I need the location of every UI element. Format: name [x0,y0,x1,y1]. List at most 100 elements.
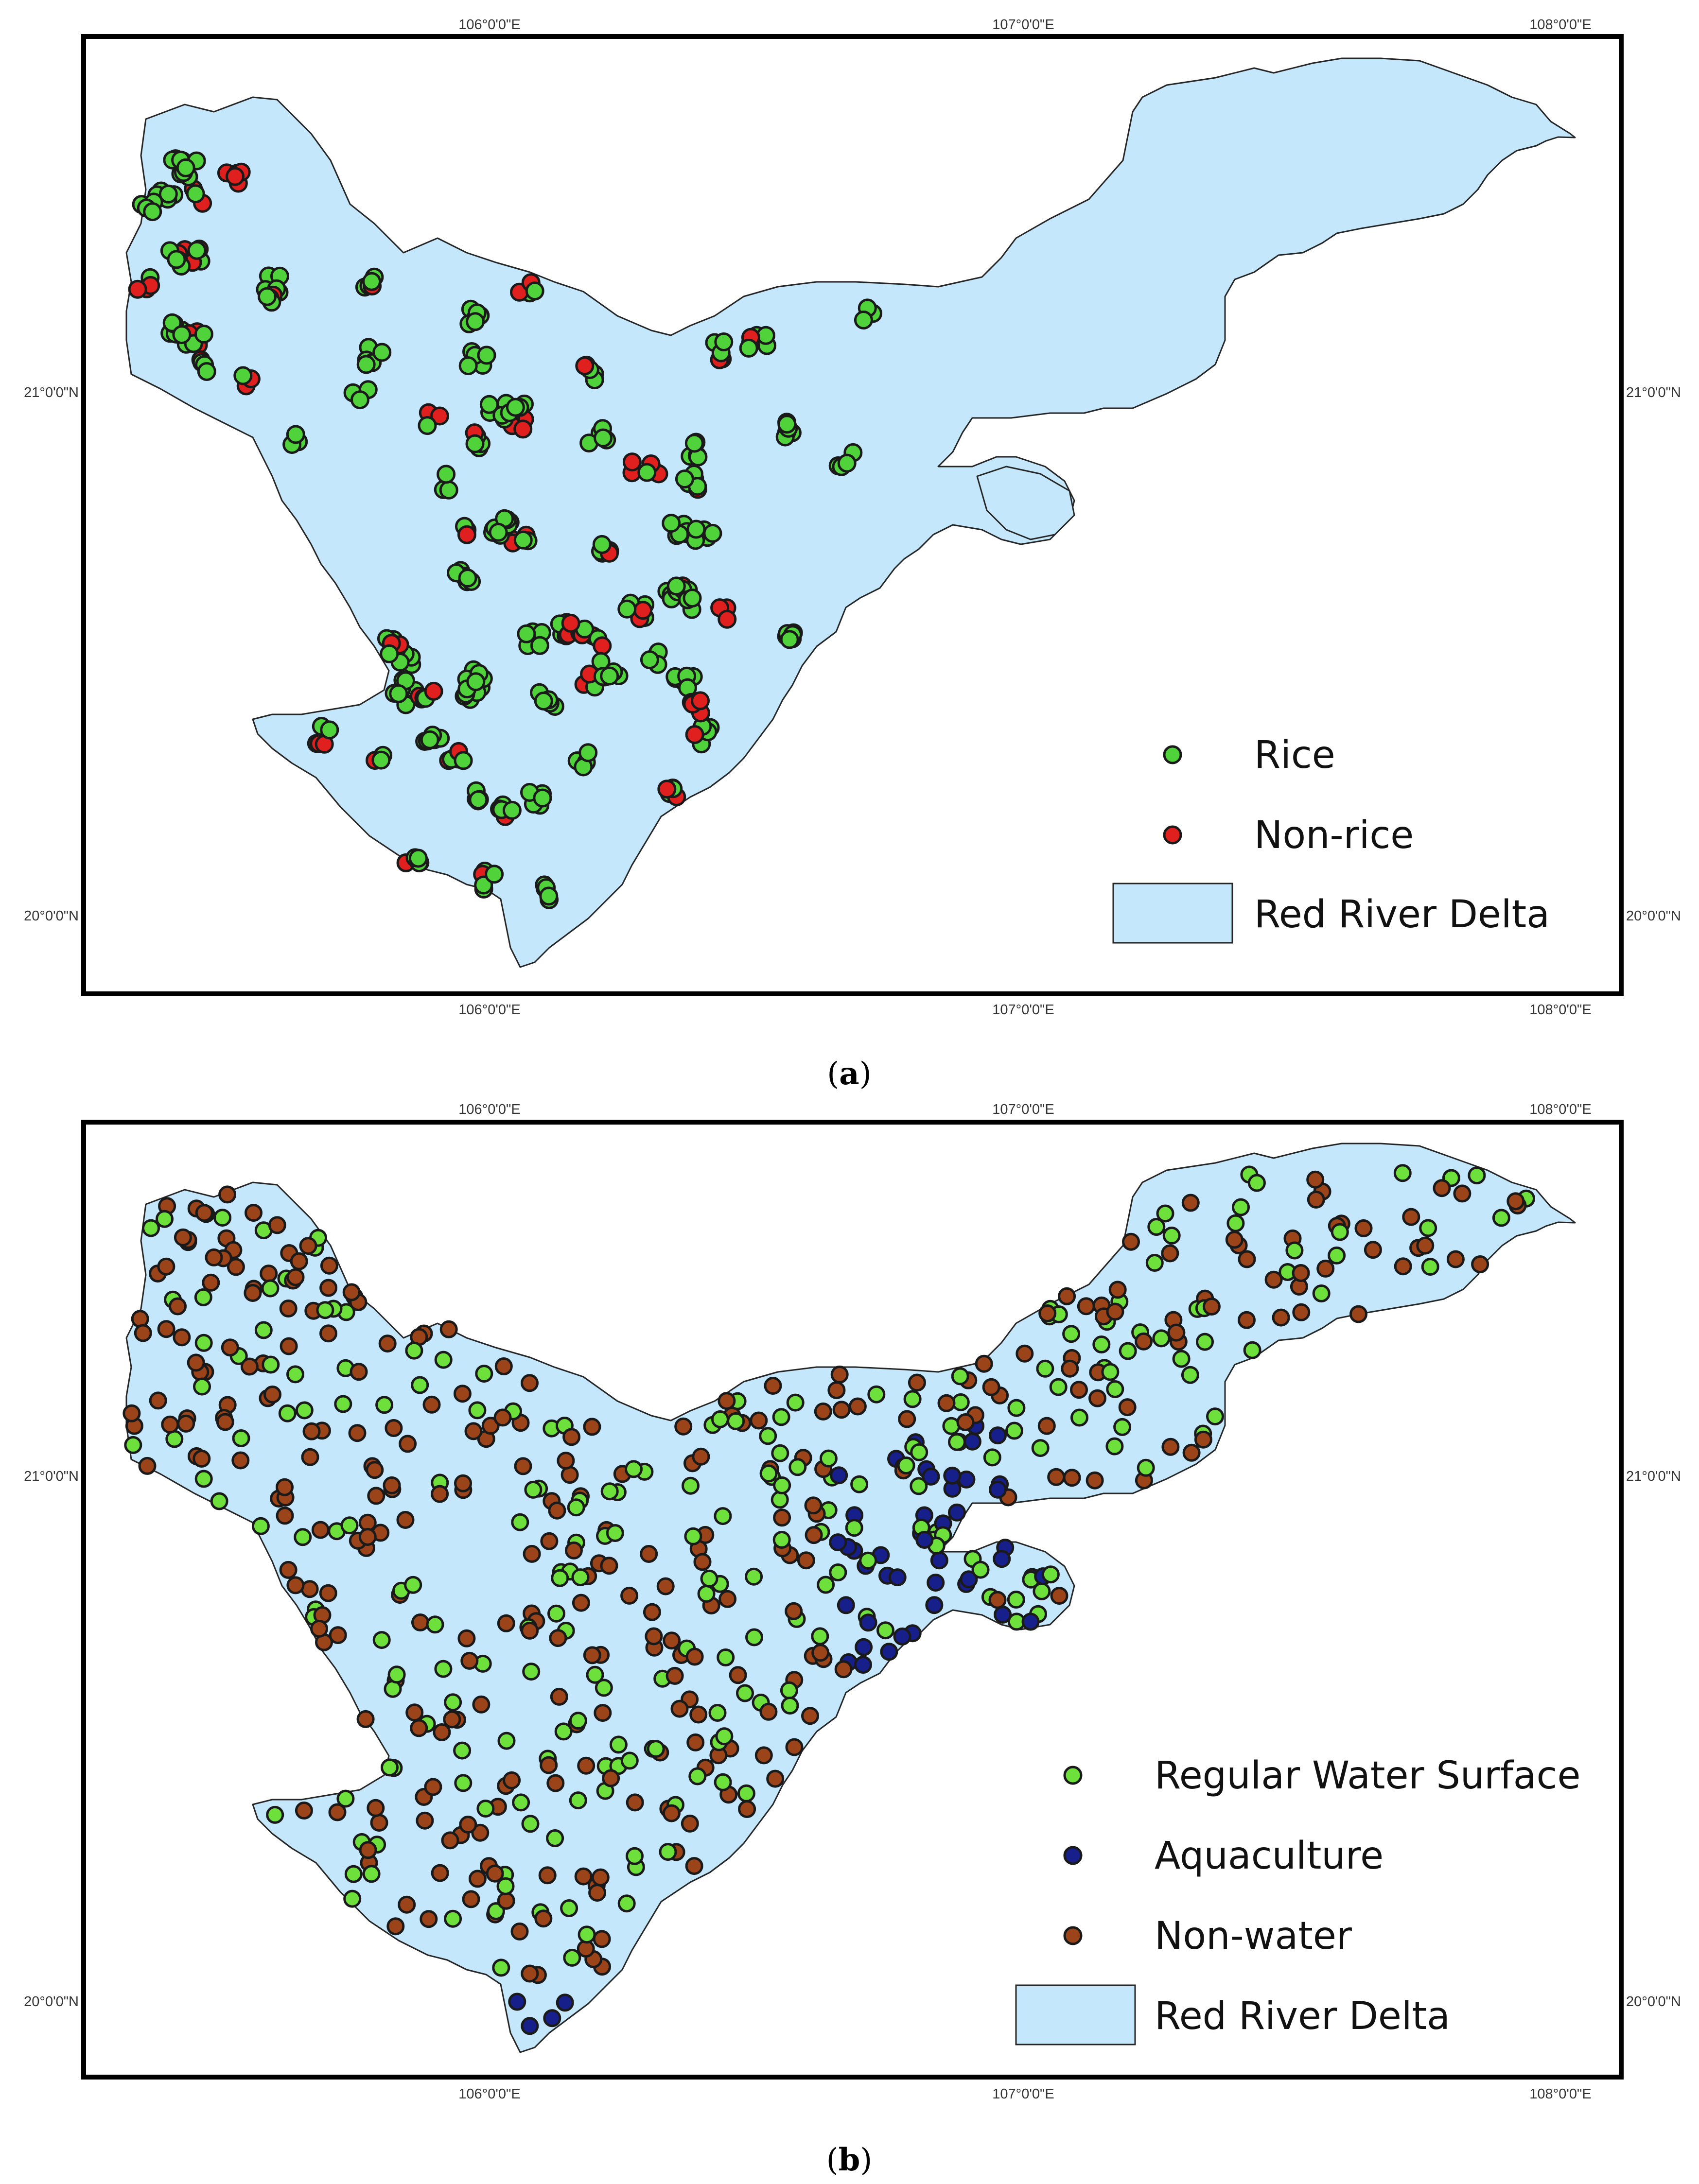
regular-water-point [700,1569,718,1588]
rice-point [143,202,162,222]
rice-point [420,730,439,749]
regular-water-point [405,1341,423,1360]
rice-point [186,184,205,204]
regular-water-point [1393,1164,1412,1182]
non-water-point [286,1576,305,1595]
non-water-point [645,1627,663,1646]
non-water-point [302,1422,321,1440]
regular-water-point [736,1684,754,1702]
non-water-point [1106,1302,1124,1321]
regular-water-point [511,1513,529,1531]
non-water-point [169,1297,187,1316]
rice-point [439,480,458,500]
non-water-point [937,1394,956,1412]
sample-points-a [128,149,882,909]
rice-point [465,434,485,453]
non-water-point [459,1816,477,1834]
lat-tick-21-left-b: 21°0'0"N [24,1469,79,1484]
non-rice-point [622,452,642,472]
regular-water-point [711,1410,729,1428]
non-water-point [279,1300,298,1317]
non-water-point [827,1381,846,1400]
regular-water-point [1007,1591,1025,1609]
regular-water-point [771,1491,789,1509]
regular-water-point [1421,1258,1439,1276]
aquaculture-point [521,2017,539,2035]
non-water-point [260,1265,278,1283]
non-water-point [290,1252,308,1270]
lat-tick-21-right-b: 21°0'0"N [1626,1469,1681,1484]
non-water-point [1135,1332,1153,1351]
non-water-point [583,1646,601,1664]
non-water-point [814,1402,832,1421]
non-water-point [1394,1257,1412,1276]
non-water-point [157,1320,175,1338]
aquaculture-point [888,1568,907,1587]
non-water-point [557,1452,575,1470]
non-water-point [1077,1297,1095,1316]
lon-tick-107-bottom-b: 107°0'0"E [992,2086,1054,2102]
non-water-point [1118,1398,1137,1417]
rice-point [756,326,775,345]
non-water-point [123,1404,141,1422]
legend-aquaculture-symbol [1063,1846,1083,1865]
non-water-point [562,1428,581,1446]
lat-tick-labels-left-a: 21°0'0"N 20°0'0"N [24,385,79,924]
regular-water-point [294,1528,312,1546]
non-water-point [1108,1281,1127,1299]
non-water-point [399,1435,417,1453]
regular-water-point [620,1751,639,1770]
non-rice-point [633,601,653,620]
rice-point [176,158,195,177]
non-water-point [718,1392,736,1410]
regular-water-point [786,1393,805,1412]
non-water-point [370,1814,388,1832]
non-water-point [666,1666,684,1685]
rice-point [837,453,857,473]
non-water-point [468,1870,487,1888]
non-rice-point [424,681,443,701]
regular-water-point [1196,1333,1214,1351]
non-rice-point [657,780,677,799]
rice-point [258,287,277,306]
regular-water-point [1007,1399,1026,1417]
lat-tick-21-left: 21°0'0"N [24,385,79,400]
rice-point [594,428,613,448]
non-water-point [686,1733,705,1751]
non-water-point [1364,1241,1382,1259]
regular-water-point [781,1697,799,1715]
sample-points-b [123,1164,1535,2035]
non-water-point [245,1204,263,1222]
non-water-point [1307,1190,1325,1209]
non-water-point [1063,1469,1081,1487]
regular-water-point [1036,1359,1054,1378]
non-water-point [548,1501,566,1520]
regular-water-point [1152,1329,1171,1348]
non-water-point [1161,1244,1179,1263]
regular-water-point [1226,1214,1245,1232]
regular-water-point [381,1758,399,1777]
regular-water-point [1468,1166,1486,1185]
non-rice-point [128,279,147,299]
regular-water-point [876,1621,894,1640]
rice-point [502,800,522,820]
non-water-point [383,1476,401,1494]
regular-water-point [521,1815,540,1833]
non-water-point [564,1541,583,1560]
regular-water-point [697,1585,716,1603]
rice-point [600,666,619,686]
non-water-point [1047,1468,1066,1486]
non-water-point [738,1800,756,1818]
regular-water-point [1147,1218,1166,1236]
regular-water-point [476,1800,495,1818]
regular-water-point [682,1476,700,1495]
legend-rice-label: Rice [1254,733,1335,777]
non-water-point [276,1507,294,1525]
non-water-point [366,1461,384,1479]
non-water-point [310,1619,328,1638]
non-rice-point [575,356,595,376]
regular-water-point [715,1727,734,1746]
regular-water-point [1070,1408,1088,1427]
non-water-point [550,1687,568,1706]
